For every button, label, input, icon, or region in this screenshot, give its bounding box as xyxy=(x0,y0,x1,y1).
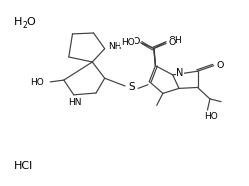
Text: 2: 2 xyxy=(22,21,27,30)
Text: HO: HO xyxy=(204,112,218,121)
Text: O: O xyxy=(26,17,35,27)
Text: HO: HO xyxy=(121,38,134,47)
Text: HN: HN xyxy=(68,98,81,107)
Text: S: S xyxy=(129,82,135,92)
Text: NH: NH xyxy=(108,42,122,51)
Text: OH: OH xyxy=(168,36,182,45)
Text: H: H xyxy=(14,17,23,27)
Text: O: O xyxy=(217,61,224,70)
Text: N: N xyxy=(177,68,184,78)
Text: HCl: HCl xyxy=(14,161,34,171)
Text: HO: HO xyxy=(30,78,44,87)
Text: O: O xyxy=(132,37,140,46)
Text: O: O xyxy=(169,38,176,47)
